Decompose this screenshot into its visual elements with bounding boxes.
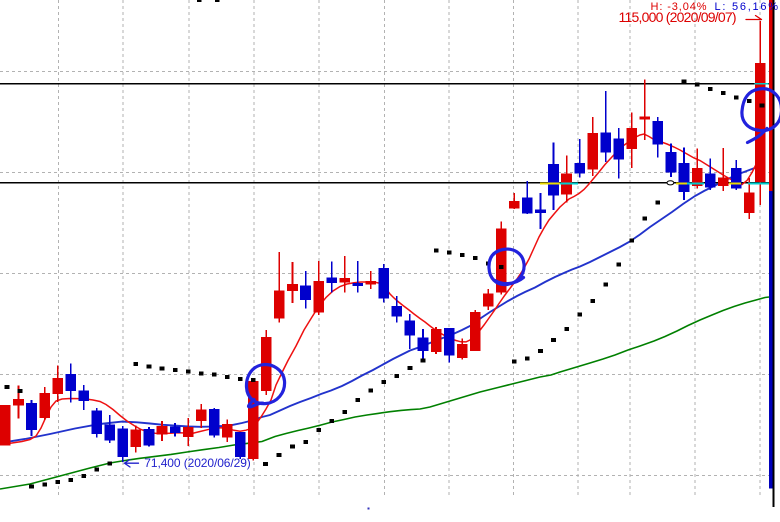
svg-text:71,400 (2020/06/29): 71,400 (2020/06/29) bbox=[144, 456, 251, 470]
svg-text:115,000 (2020/09/07): 115,000 (2020/09/07) bbox=[619, 9, 737, 25]
svg-text:H: -3,04%: H: -3,04% bbox=[651, 1, 707, 13]
